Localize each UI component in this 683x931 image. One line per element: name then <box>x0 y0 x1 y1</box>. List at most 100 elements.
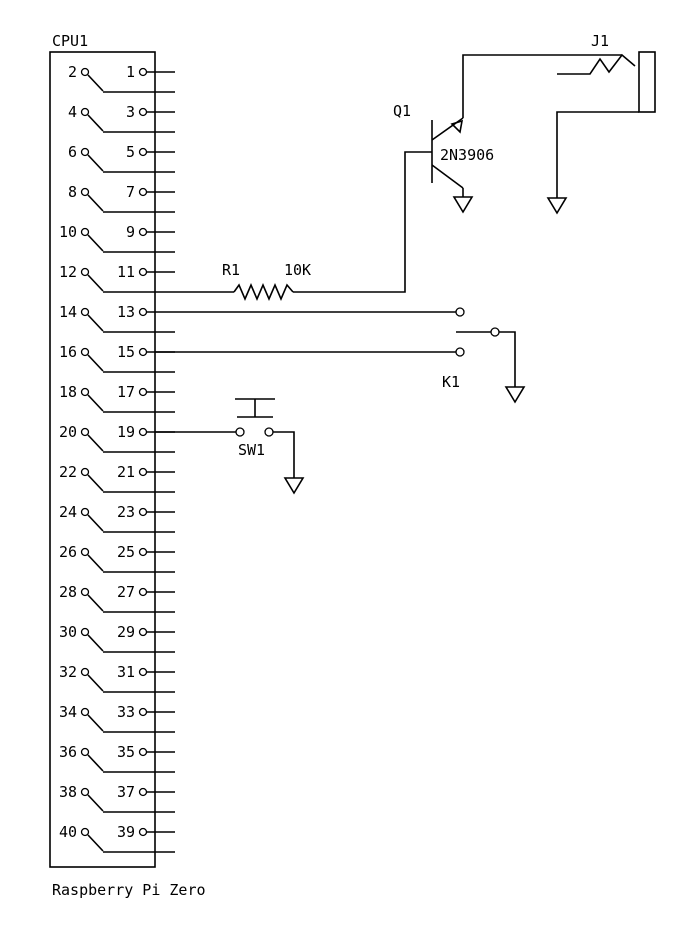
cpu-pin-odd-terminal <box>138 427 148 437</box>
cpu-pin-row: 30 29 <box>59 623 175 653</box>
cpu-pin-even-terminal <box>80 707 90 717</box>
cpu-pin-row: 28 27 <box>59 583 175 613</box>
cpu-pin-odd-label: 13 <box>117 303 135 321</box>
cpu-pin-even-terminal <box>80 547 90 557</box>
cpu-pin-even-label: 6 <box>68 143 77 161</box>
switch-sw1: SW1 <box>155 398 305 495</box>
cpu-pin-even-label: 14 <box>59 303 77 321</box>
cpu-pin-even-lead <box>87 354 104 372</box>
cpu-pin-odd-label: 5 <box>126 143 135 161</box>
cpu-pin-even-lead <box>87 194 104 212</box>
cpu-pin-odd-terminal <box>138 187 148 197</box>
r1-wire-right <box>293 151 432 293</box>
relay-k1: K1 <box>155 307 526 404</box>
cpu-pin-odd-terminal <box>138 827 148 837</box>
cpu-pin-odd-label: 29 <box>117 623 135 641</box>
cpu-pin-even-lead <box>87 314 104 332</box>
sw1-ref: SW1 <box>238 441 265 459</box>
cpu-pin-even-terminal <box>80 627 90 637</box>
cpu-pin-even-terminal <box>80 587 90 597</box>
cpu-pin-odd-label: 33 <box>117 703 135 721</box>
cpu-pin-even-terminal <box>80 187 90 197</box>
r1-symbol <box>233 282 294 302</box>
cpu-pin-even-terminal <box>80 467 90 477</box>
j1-ground-symbol <box>546 197 568 215</box>
cpu-pin-row: 40 39 <box>59 823 175 853</box>
cpu-pin-even-terminal <box>80 307 90 317</box>
cpu-pin-even-label: 30 <box>59 623 77 641</box>
cpu-pin-even-label: 10 <box>59 223 77 241</box>
j1-ground-wire <box>556 111 639 198</box>
cpu-ref: CPU1 <box>52 32 88 50</box>
cpu-pin-odd-label: 15 <box>117 343 135 361</box>
r1-value: 10K <box>284 261 311 279</box>
cpu-pin-even-label: 8 <box>68 183 77 201</box>
cpu-pin-odd-terminal <box>138 747 148 757</box>
cpu-pin-even-lead <box>87 234 104 252</box>
cpu-pin-row: 36 35 <box>59 743 175 773</box>
cpu-pin-odd-label: 11 <box>117 263 135 281</box>
cpu-pin-odd-label: 7 <box>126 183 135 201</box>
cpu-pin-odd-label: 25 <box>117 543 135 561</box>
cpu-pin-even-label: 28 <box>59 583 77 601</box>
cpu-pin-even-terminal <box>80 827 90 837</box>
cpu-pin-even-terminal <box>80 427 90 437</box>
cpu-pin-even-label: 22 <box>59 463 77 481</box>
cpu-pin-odd-terminal <box>138 467 148 477</box>
cpu-pin-even-lead <box>87 274 104 292</box>
cpu-pin-odd-terminal <box>138 147 148 157</box>
sw1-contact-left <box>235 427 245 437</box>
cpu-pin-odd-terminal <box>138 347 148 357</box>
cpu-pin-even-lead <box>87 754 104 772</box>
cpu-pin-odd-terminal <box>138 227 148 237</box>
k1-ground-symbol <box>504 386 526 404</box>
cpu-pin-even-label: 38 <box>59 783 77 801</box>
q1-ground-symbol <box>452 196 474 214</box>
cpu-pin-even-label: 32 <box>59 663 77 681</box>
cpu-pin-even-label: 16 <box>59 343 77 361</box>
cpu-pin-odd-terminal <box>138 587 148 597</box>
q1-value: 2N3906 <box>440 146 494 164</box>
j1-spring <box>557 53 636 75</box>
cpu-pin-even-label: 36 <box>59 743 77 761</box>
cpu-pin-even-terminal <box>80 147 90 157</box>
cpu-pin-odd-terminal <box>138 667 148 677</box>
cpu-pin-odd-terminal <box>138 267 148 277</box>
cpu-pin-row: 32 31 <box>59 663 175 693</box>
cpu-pin-odd-label: 21 <box>117 463 135 481</box>
cpu-pin-row: 22 21 <box>59 463 175 493</box>
cpu-pin-even-label: 24 <box>59 503 77 521</box>
cpu-pin-odd-label: 17 <box>117 383 135 401</box>
q1-collector-lead <box>431 164 464 189</box>
cpu-pin-odd-terminal <box>138 547 148 557</box>
cpu-pin-even-label: 20 <box>59 423 77 441</box>
cpu-pin-row: 10 9 <box>59 223 175 253</box>
k1-common-wire <box>499 331 516 387</box>
cpu-pin-even-terminal <box>80 347 90 357</box>
cpu-pin-odd-terminal <box>138 307 148 317</box>
cpu-pin-odd-label: 31 <box>117 663 135 681</box>
cpu-pin-even-lead <box>87 434 104 452</box>
k1-common <box>490 327 500 337</box>
cpu-pin-even-lead <box>87 554 104 572</box>
cpu-pin-even-terminal <box>80 507 90 517</box>
cpu-pin-even-label: 4 <box>68 103 77 121</box>
cpu-pin-even-lead <box>87 154 104 172</box>
cpu-pin-odd-terminal <box>138 707 148 717</box>
cpu-body <box>49 51 156 868</box>
cpu-pin-row: 12 11 <box>59 263 175 293</box>
cpu-pin-odd-label: 39 <box>117 823 135 841</box>
jack-j1: J1 <box>546 32 656 215</box>
cpu-pin-odd-label: 1 <box>126 63 135 81</box>
k1-contact-nc <box>455 307 465 317</box>
cpu-pin-row: 24 23 <box>59 503 175 533</box>
q1-emitter-arrow <box>450 119 464 134</box>
cpu-pin-odd-terminal <box>138 627 148 637</box>
cpu-pin-even-lead <box>87 74 104 92</box>
cpu-pin-odd-terminal <box>138 107 148 117</box>
